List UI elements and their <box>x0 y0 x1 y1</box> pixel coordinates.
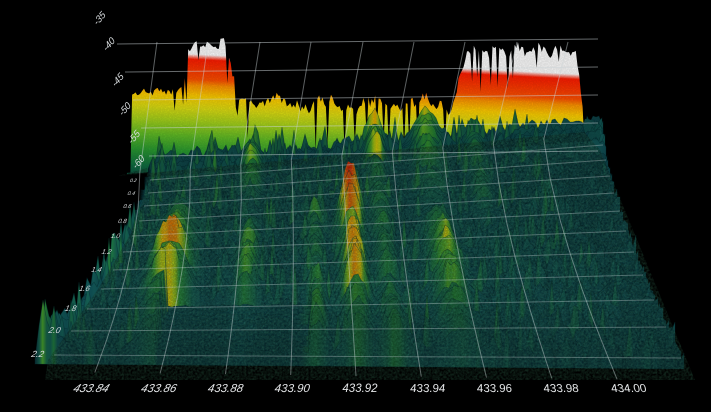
svg-text:433.84: 433.84 <box>71 381 112 395</box>
svg-text:1.2: 1.2 <box>101 249 112 256</box>
svg-text:434.00: 434.00 <box>608 381 649 395</box>
svg-text:0.2: 0.2 <box>129 178 138 184</box>
svg-text:2.2: 2.2 <box>29 349 45 359</box>
svg-text:433.94: 433.94 <box>410 383 446 395</box>
svg-text:433.98: 433.98 <box>542 382 581 395</box>
svg-text:433.86: 433.86 <box>140 382 179 395</box>
svg-text:433.96: 433.96 <box>476 383 514 395</box>
svg-text:433.90: 433.90 <box>274 383 311 395</box>
svg-text:433.88: 433.88 <box>207 383 245 395</box>
svg-text:0.8: 0.8 <box>117 218 128 225</box>
svg-text:0.4: 0.4 <box>127 191 136 197</box>
svg-text:0.6: 0.6 <box>123 204 133 210</box>
svg-text:1.0: 1.0 <box>110 233 121 240</box>
svg-text:1.6: 1.6 <box>78 284 92 293</box>
svg-text:1.8: 1.8 <box>64 304 78 313</box>
svg-text:433.92: 433.92 <box>342 383 378 395</box>
svg-text:2.0: 2.0 <box>47 325 62 335</box>
svg-text:1.4: 1.4 <box>90 265 102 274</box>
